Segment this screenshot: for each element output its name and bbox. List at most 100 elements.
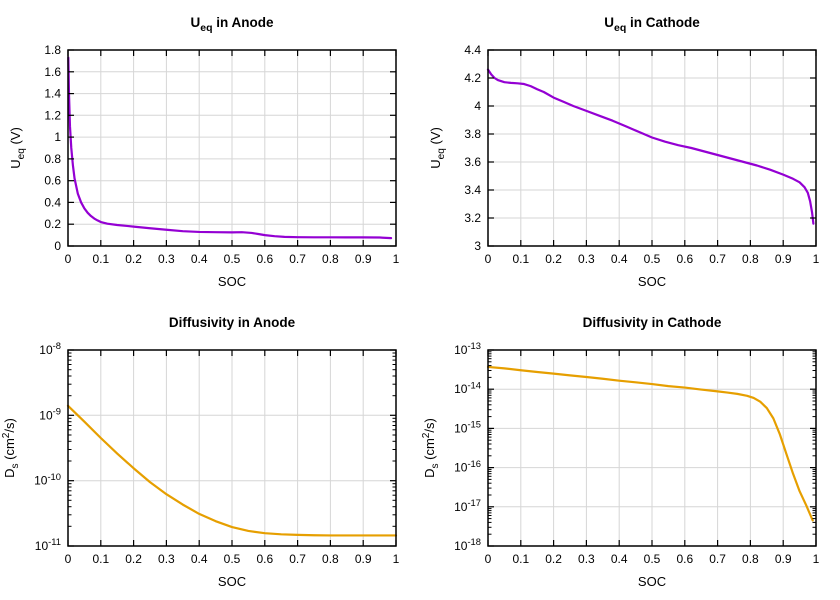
y-axis-label: Ds (cm2/s) xyxy=(1,418,21,478)
x-tick-label: 1 xyxy=(813,252,820,266)
panel-ueq-cathode: 0 0.1 0.2 0.3 0.4 0.5 0.6 0.7 0.8 0.9 1 3 3.2 3.4 3.6 3… xyxy=(420,0,840,300)
x-tick-label: 0.9 xyxy=(355,252,372,266)
x-tick-label: 0.6 xyxy=(676,552,693,566)
x-tick-label: 0.4 xyxy=(611,552,628,566)
x-tick-label: 0 xyxy=(485,252,492,266)
chart-title: Diffusivity in Cathode xyxy=(583,315,722,330)
x-tick-label: 0.3 xyxy=(158,252,175,266)
y-tick-label: 10-17 xyxy=(454,497,481,514)
y-tick-label: 1.8 xyxy=(44,43,61,57)
chart-title: Diffusivity in Anode xyxy=(169,315,296,330)
y-tick-label: 10-18 xyxy=(454,536,481,553)
chart-title: Ueq in Cathode xyxy=(604,15,700,34)
diffusivity-anode-curve xyxy=(66,404,398,537)
gridlines xyxy=(68,50,396,246)
x-tick-label: 1 xyxy=(393,252,400,266)
x-axis-label: SOC xyxy=(638,574,666,589)
x-tick-label: 0.7 xyxy=(289,252,306,266)
x-axis-label: SOC xyxy=(638,274,666,289)
x-tick-label: 0 xyxy=(65,252,72,266)
panel-diffusivity-cathode: 0 0.1 0.2 0.3 0.4 0.5 0.6 0.7 0.8 0.9 1 10-18 10-17 1… xyxy=(420,300,840,600)
x-tick-label: 1 xyxy=(393,552,400,566)
x-tick-label: 0.3 xyxy=(578,552,595,566)
y-tick-label: 1 xyxy=(54,130,61,144)
ueq-cathode-curve xyxy=(486,68,815,225)
y-tick-label: 4.4 xyxy=(464,43,481,57)
y-tick-label: 0.4 xyxy=(44,195,61,209)
tick-marks xyxy=(487,49,817,247)
gridlines xyxy=(68,350,396,546)
x-tick-label: 0.9 xyxy=(355,552,372,566)
x-tick-label: 0.8 xyxy=(742,552,759,566)
x-tick-label: 0.7 xyxy=(709,552,726,566)
x-tick-label: 0 xyxy=(485,552,492,566)
x-tick-label: 0.8 xyxy=(322,552,339,566)
chart-ueq-anode: 0 0.1 0.2 0.3 0.4 0.5 0.6 0.7 0.8 0.9 1 0 0.2 0.4 0.6 0… xyxy=(8,15,400,289)
x-tick-label: 0.4 xyxy=(611,252,628,266)
x-tick-label: 0.1 xyxy=(512,552,529,566)
chart-diffusivity-cathode: 0 0.1 0.2 0.3 0.4 0.5 0.6 0.7 0.8 0.9 1 10-18 10-17 1… xyxy=(421,315,820,589)
x-tick-label: 0.2 xyxy=(125,252,142,266)
x-tick-label: 0.3 xyxy=(158,552,175,566)
tick-marks xyxy=(487,349,817,547)
y-tick-label: 0.8 xyxy=(44,152,61,166)
x-axis-label: SOC xyxy=(218,574,246,589)
x-tick-label: 0.6 xyxy=(256,252,273,266)
y-tick-label: 1.6 xyxy=(44,65,61,79)
x-tick-label: 0.2 xyxy=(545,252,562,266)
tick-marks xyxy=(67,349,397,547)
y-tick-label: 3.4 xyxy=(464,183,481,197)
panel-diffusivity-anode: 0 0.1 0.2 0.3 0.4 0.5 0.6 0.7 0.8 0.9 1 10-11 10-10 1… xyxy=(0,300,420,600)
y-tick-label: 0.2 xyxy=(44,217,61,231)
x-tick-label: 0.8 xyxy=(742,252,759,266)
y-tick-label: 10-16 xyxy=(454,458,481,475)
x-tick-label: 0.9 xyxy=(775,252,792,266)
x-tick-label: 0.7 xyxy=(289,552,306,566)
y-tick-label: 10-14 xyxy=(454,379,481,396)
x-tick-label: 0.5 xyxy=(644,252,661,266)
diffusivity-cathode-curve xyxy=(486,365,814,522)
panel-ueq-anode: 0 0.1 0.2 0.3 0.4 0.5 0.6 0.7 0.8 0.9 1 0 0.2 0.4 0.6 0… xyxy=(0,0,420,300)
y-tick-label: 10-9 xyxy=(39,406,61,423)
x-tick-label: 0.5 xyxy=(224,552,241,566)
y-axis-label: Ueq (V) xyxy=(428,127,447,169)
x-tick-label: 0.2 xyxy=(545,552,562,566)
y-tick-label: 3.2 xyxy=(464,211,481,225)
y-tick-label: 10-8 xyxy=(39,340,61,357)
x-tick-label: 0.6 xyxy=(676,252,693,266)
y-tick-label: 1.4 xyxy=(44,87,61,101)
x-tick-label: 0.4 xyxy=(191,552,208,566)
y-tick-label: 3.6 xyxy=(464,155,481,169)
x-tick-label: 0 xyxy=(65,552,72,566)
y-tick-label: 3.8 xyxy=(464,127,481,141)
gridlines xyxy=(488,350,816,546)
ueq-anode-curve xyxy=(67,56,393,240)
chart-diffusivity-anode: 0 0.1 0.2 0.3 0.4 0.5 0.6 0.7 0.8 0.9 1 10-11 10-10 1… xyxy=(1,315,400,589)
tick-marks xyxy=(67,49,397,247)
x-tick-label: 0.5 xyxy=(224,252,241,266)
y-tick-label: 0 xyxy=(54,239,61,253)
x-tick-label: 0.1 xyxy=(512,252,529,266)
chart-title: Ueq in Anode xyxy=(190,15,274,34)
x-tick-label: 0.8 xyxy=(322,252,339,266)
x-tick-label: 0.6 xyxy=(256,552,273,566)
x-tick-label: 0.9 xyxy=(775,552,792,566)
y-tick-label: 0.6 xyxy=(44,174,61,188)
y-tick-label: 10-15 xyxy=(454,419,481,436)
x-tick-label: 1 xyxy=(813,552,820,566)
x-tick-label: 0.1 xyxy=(92,552,109,566)
y-axis-label: Ds (cm2/s) xyxy=(421,418,441,478)
x-tick-label: 0.4 xyxy=(191,252,208,266)
y-tick-label: 10-13 xyxy=(454,340,481,357)
y-tick-label: 4 xyxy=(474,99,481,113)
x-axis-label: SOC xyxy=(218,274,246,289)
y-tick-label: 3 xyxy=(474,239,481,253)
x-tick-label: 0.2 xyxy=(125,552,142,566)
gridlines xyxy=(488,50,816,246)
y-axis-label: Ueq (V) xyxy=(8,127,27,169)
x-tick-label: 0.7 xyxy=(709,252,726,266)
x-tick-label: 0.1 xyxy=(92,252,109,266)
chart-ueq-cathode: 0 0.1 0.2 0.3 0.4 0.5 0.6 0.7 0.8 0.9 1 3 3.2 3.4 3.6 3… xyxy=(428,15,820,289)
y-tick-label: 1.2 xyxy=(44,108,61,122)
